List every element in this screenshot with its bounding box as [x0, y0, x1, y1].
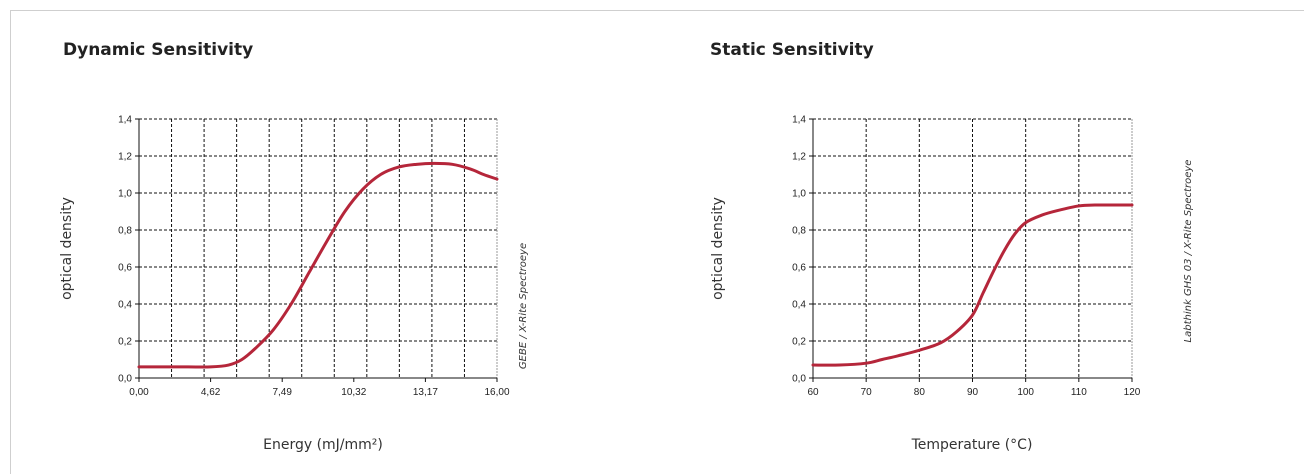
y-tick-label: 0,2 — [118, 337, 132, 348]
y-tick-label: 1,0 — [118, 189, 132, 200]
x-tick-label: 0,00 — [129, 387, 149, 398]
y-tick-label: 0,6 — [792, 263, 806, 274]
y-axis-label: optical density — [710, 197, 726, 300]
grid — [139, 118, 498, 378]
x-tick-label: 13,17 — [413, 387, 438, 398]
x-tick-label: 120 — [1124, 387, 1141, 398]
y-tick-label: 1,2 — [792, 152, 806, 163]
x-tick-label: 100 — [1017, 387, 1034, 398]
x-tick-label: 16,00 — [484, 387, 509, 398]
grid — [813, 118, 1133, 378]
source-note: Labthink GHS 03 / X-Rite Spectroeye — [1183, 160, 1194, 343]
x-tick-label: 70 — [861, 387, 873, 398]
x-tick-label: 80 — [914, 387, 926, 398]
y-tick-label: 0,8 — [792, 226, 806, 237]
x-tick-label: 4,62 — [201, 387, 221, 398]
y-axis-label: optical density — [59, 197, 75, 300]
dynamic-sensitivity-panel: Dynamic Sensitivity 0,0 0,2 0,4 0,6 0,8 1,0 1,… — [11, 11, 658, 475]
y-tick-label: 0,0 — [118, 374, 132, 385]
dynamic-sensitivity-chart: 0,0 0,2 0,4 0,6 0,8 1,0 1,2 1,4 0,00 4,62 7,49 10,3… — [59, 115, 529, 454]
y-tick-label: 0,0 — [792, 374, 806, 385]
chart-frame: Dynamic Sensitivity 0,0 0,2 0,4 0,6 0,8 1,0 1,… — [10, 10, 1304, 474]
x-tick-label: 7,49 — [272, 387, 292, 398]
source-note: GEBE / X-Rite Spectroeye — [518, 243, 529, 369]
static-sensitivity-chart: 0,0 0,2 0,4 0,6 0,8 1,0 1,2 1,4 60 70 80 90 100 110 12… — [710, 115, 1194, 454]
series-line — [137, 161, 499, 369]
x-axis-label: Temperature (°C) — [911, 437, 1033, 453]
static-sensitivity-panel: Static Sensitivity 0,0 0,2 0,4 0,6 0,8 1,0 1,2… — [658, 11, 1304, 475]
y-tick-label: 1,2 — [118, 152, 132, 163]
y-tick-label: 0,8 — [118, 226, 132, 237]
y-tick-label: 1,4 — [792, 115, 806, 126]
x-tick-label: 90 — [967, 387, 979, 398]
y-tick-label: 0,4 — [792, 300, 806, 311]
series-line — [811, 203, 1134, 367]
x-axis-label: Energy (mJ/mm²) — [263, 437, 383, 453]
x-tick-label: 10,32 — [341, 387, 366, 398]
y-tick-label: 1,4 — [118, 115, 132, 126]
chart-title-static: Static Sensitivity — [710, 40, 874, 60]
x-tick-label: 110 — [1071, 387, 1087, 398]
y-tick-label: 0,6 — [118, 263, 132, 274]
y-tick-label: 0,2 — [792, 337, 806, 348]
y-tick-label: 1,0 — [792, 189, 806, 200]
y-tick-label: 0,4 — [118, 300, 132, 311]
chart-title-dynamic: Dynamic Sensitivity — [63, 40, 254, 60]
x-tick-label: 60 — [807, 387, 819, 398]
